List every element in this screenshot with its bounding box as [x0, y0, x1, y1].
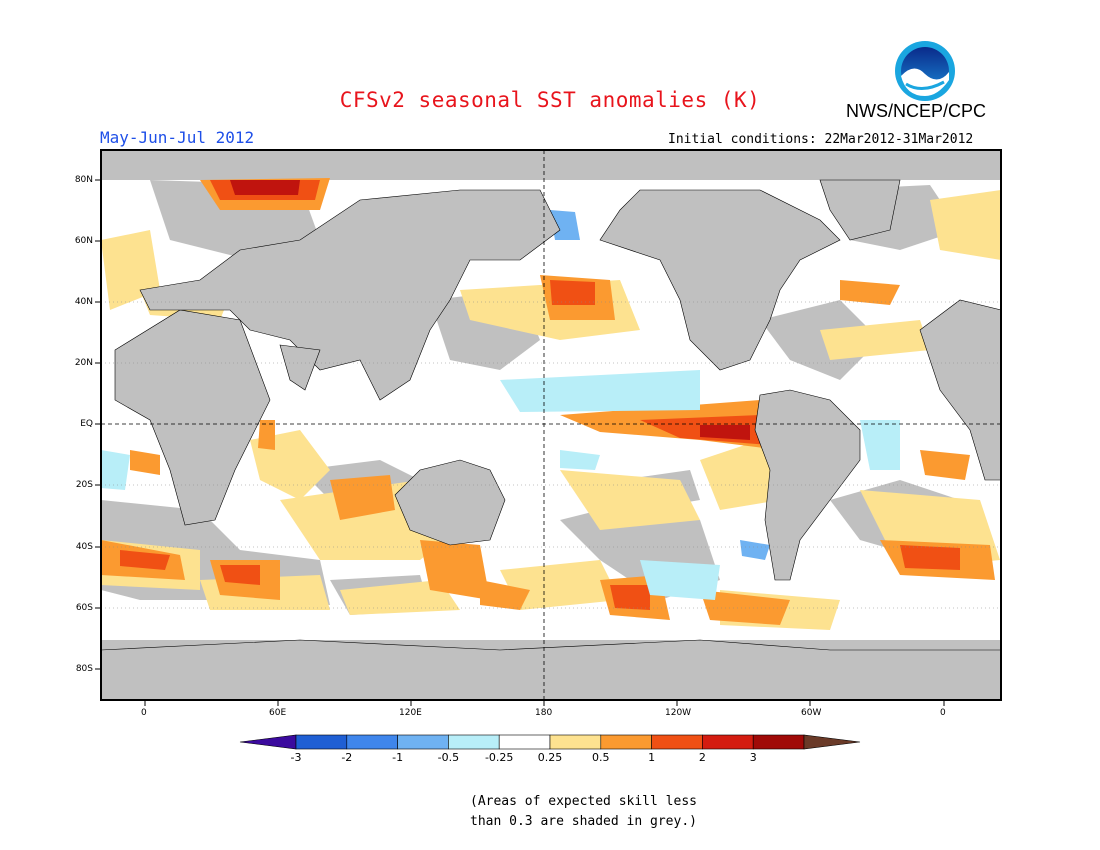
lon-label-120e: 120E [399, 708, 422, 718]
lat-label-80n: 80N [74, 175, 93, 185]
colorbar-segment [397, 734, 449, 750]
colorbar-tick-label: -2 [341, 751, 353, 764]
lat-label-eq: EQ [80, 419, 93, 429]
lat-label-80s: 80S [75, 664, 93, 674]
organization-label: NWS/NCEP/CPC [846, 101, 987, 121]
noaa-logo [895, 41, 955, 101]
colorbar-segment [549, 734, 602, 750]
lon-label-0-east: 0 [940, 708, 946, 718]
lat-label-20n: 20N [74, 358, 93, 368]
colorbar-tick-label: -1 [392, 751, 404, 764]
colorbar-segment [346, 734, 398, 750]
lat-label-40n: 40N [74, 297, 93, 307]
land-masses [100, 179, 1002, 701]
colorbar-tick-label: -0.25 [484, 751, 514, 764]
colorbar-tick-label: 3 [749, 751, 757, 764]
lat-label-20s: 20S [75, 480, 93, 490]
lat-label-60s: 60S [75, 603, 93, 613]
colorbar-segment [651, 734, 703, 750]
colorbar-segment [448, 734, 500, 750]
lat-label-60n: 60N [74, 236, 93, 246]
cool-anomaly-0p5 [550, 210, 770, 560]
colorbar-tick-label: -3 [290, 751, 302, 764]
colorbar-segment [498, 734, 551, 750]
colorbar-segment [600, 734, 652, 750]
colorbar-tick-label: -0.5 [437, 751, 460, 764]
lat-label-40s: 40S [75, 542, 93, 552]
initial-conditions-label: Initial conditions: 22Mar2012-31Mar2012 [668, 132, 974, 147]
lon-label-60e: 60E [269, 708, 287, 718]
skill-note-line-1: (Areas of expected skill less [470, 794, 697, 809]
colorbar-arrow-low [239, 734, 297, 750]
lon-label-120w: 120W [665, 708, 692, 718]
colorbar-segment [702, 734, 754, 750]
season-label: May-Jun-Jul 2012 [100, 128, 255, 147]
cool-anomaly-0p25 [101, 370, 900, 600]
colorbar-tick-label: 2 [698, 751, 706, 764]
colorbar-tick-label: 0.5 [592, 751, 610, 764]
warm-anomaly-2 [230, 180, 750, 440]
map-ticks [95, 179, 945, 706]
colorbar-segment [752, 734, 805, 750]
lon-label-0: 0 [141, 708, 147, 718]
colorbar-tick-label: 1 [648, 751, 656, 764]
map-frame [100, 149, 1002, 701]
chart-title: CFSv2 seasonal SST anomalies (K) [339, 88, 761, 112]
lon-label-180: 180 [535, 708, 553, 718]
skill-note-line-2: than 0.3 are shaded in grey.) [470, 814, 697, 829]
lon-label-60w: 60W [801, 708, 822, 718]
colorbar-segment [295, 734, 348, 750]
colorbar-tick-label: 0.25 [537, 751, 563, 764]
colorbar-arrow-high [803, 734, 861, 750]
skill-note: (Areas of expected skill less than 0.3 a… [470, 792, 730, 832]
colorbar-segments [239, 734, 861, 750]
